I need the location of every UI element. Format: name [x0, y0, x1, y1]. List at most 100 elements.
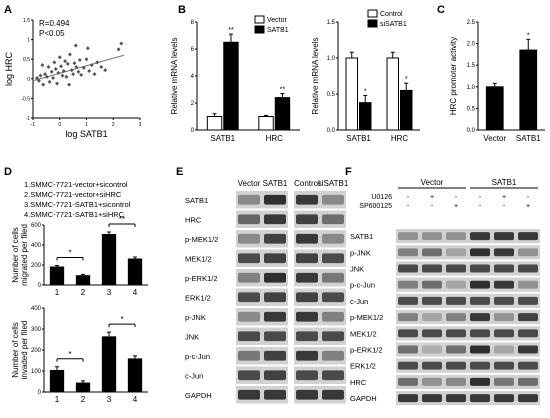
bar: [127, 358, 143, 392]
y-tick-label: 1.0: [327, 56, 336, 62]
y-axis-label-line2: migrated per filed: [20, 224, 29, 286]
treatment-mark: -: [431, 203, 434, 210]
blot-band: [470, 394, 490, 403]
y-tick-label: 0.0: [467, 128, 476, 134]
blot-band: [398, 264, 418, 273]
blot-band: [518, 248, 538, 257]
y-axis-label-line1: Number of cells: [11, 227, 20, 283]
treatment-mark: +: [430, 194, 434, 201]
blot-band: [494, 329, 514, 338]
blot-band: [322, 292, 344, 303]
blot-band: [470, 232, 490, 241]
y-tick-label: 2: [191, 101, 195, 107]
blot-band: [264, 389, 286, 400]
blot-band: [494, 264, 514, 273]
data-point: [81, 65, 86, 70]
data-point: [95, 60, 100, 65]
blot-band: [264, 214, 286, 225]
x-tick-label: -1: [31, 122, 36, 128]
scatter-panel-a: -1 0 1 2 3 -1 -0.5 0 0.5 1 1.5 log SATB1 log HRC R=0.…: [4, 18, 142, 139]
annotation-r: R=0.494: [39, 19, 70, 28]
blot-band: [322, 331, 344, 342]
panel-letter-e: E: [176, 166, 183, 178]
category-label: SATB1: [210, 134, 235, 143]
blot-band: [422, 329, 442, 338]
blot-band: [446, 394, 466, 403]
bar: [75, 275, 91, 285]
bar: [400, 89, 413, 131]
y-tick-label: 200: [31, 263, 42, 269]
blot-band: [470, 264, 490, 273]
blot-band: [518, 296, 538, 305]
group-label: Vector: [421, 178, 444, 187]
data-point: [99, 65, 104, 70]
blot-band: [518, 313, 538, 322]
x-tick-label: 2: [112, 122, 115, 128]
row-label: GAPDH: [350, 394, 377, 403]
blot-band: [446, 264, 466, 273]
y-axis-label-line2: invaded per filed: [20, 321, 29, 380]
bar: [127, 258, 143, 285]
blot-band: [398, 361, 418, 370]
data-point: [55, 81, 60, 86]
data-point: [53, 67, 58, 71]
legend-swatch: [367, 19, 378, 28]
category-label: 4: [133, 288, 138, 297]
data-point: [41, 82, 46, 87]
row-label: c-Jun: [350, 297, 368, 306]
blot-band: [446, 248, 466, 257]
blot-band: [494, 232, 514, 241]
blot-band: [322, 350, 344, 361]
y-tick-label: 1.5: [327, 20, 336, 26]
legend-swatch: [254, 25, 265, 34]
data-point: [67, 82, 72, 87]
row-label: MEK1/2: [350, 329, 377, 338]
x-tick-label: 0: [58, 122, 61, 128]
blot-band: [238, 331, 260, 342]
y-tick-label: 1: [27, 38, 30, 44]
legend-item: 3.SMMC-7721-SATB1+sicontrol: [24, 200, 131, 209]
blot-band: [238, 253, 260, 264]
row-label: GAPDH: [185, 391, 212, 400]
blot-band: [398, 345, 418, 354]
blot-band: [238, 233, 260, 244]
blot-band: [296, 194, 318, 205]
data-point: [52, 60, 57, 65]
blot-band: [322, 370, 344, 381]
data-point: [119, 41, 124, 46]
blot-band: [322, 194, 344, 205]
lane-header: SATB1: [263, 179, 288, 188]
blot-band: [398, 248, 418, 257]
y-axis-label: log HRC: [4, 51, 14, 86]
western-blot-panel-f: Vector SATB1 U0126 - + - - + - SP600125 - - + - - + SATB…: [350, 178, 540, 406]
data-point: [56, 70, 61, 75]
y-tick-label: 6: [191, 47, 195, 53]
data-point: [36, 78, 41, 83]
category-label: SATB1: [516, 134, 541, 143]
significance-mark: **: [228, 27, 234, 34]
y-tick-label: 100: [31, 369, 42, 375]
blot-band: [264, 272, 286, 283]
data-point: [59, 64, 64, 69]
row-label: ERK1/2: [350, 362, 376, 371]
blot-band: [494, 377, 514, 386]
blot-band: [264, 350, 286, 361]
blot-band: [398, 394, 418, 403]
y-tick-label: 200: [31, 348, 42, 354]
blot-band: [296, 370, 318, 381]
blot-band: [322, 389, 344, 400]
y-tick-label: 0: [191, 128, 195, 134]
row-label: c-Jun: [185, 371, 203, 380]
x-tick-label: 1: [85, 122, 88, 128]
legend-label: siSATB1: [380, 21, 407, 28]
data-point: [60, 73, 65, 78]
blot-band: [398, 377, 418, 386]
blot-band: [264, 233, 286, 244]
data-point: [49, 69, 54, 74]
significance-mark: **: [119, 215, 125, 224]
bar: [345, 57, 358, 131]
row-label: JNK: [350, 265, 364, 274]
blot-band: [446, 232, 466, 241]
y-tick-label: 0.5: [467, 106, 476, 112]
blot-band: [470, 345, 490, 354]
